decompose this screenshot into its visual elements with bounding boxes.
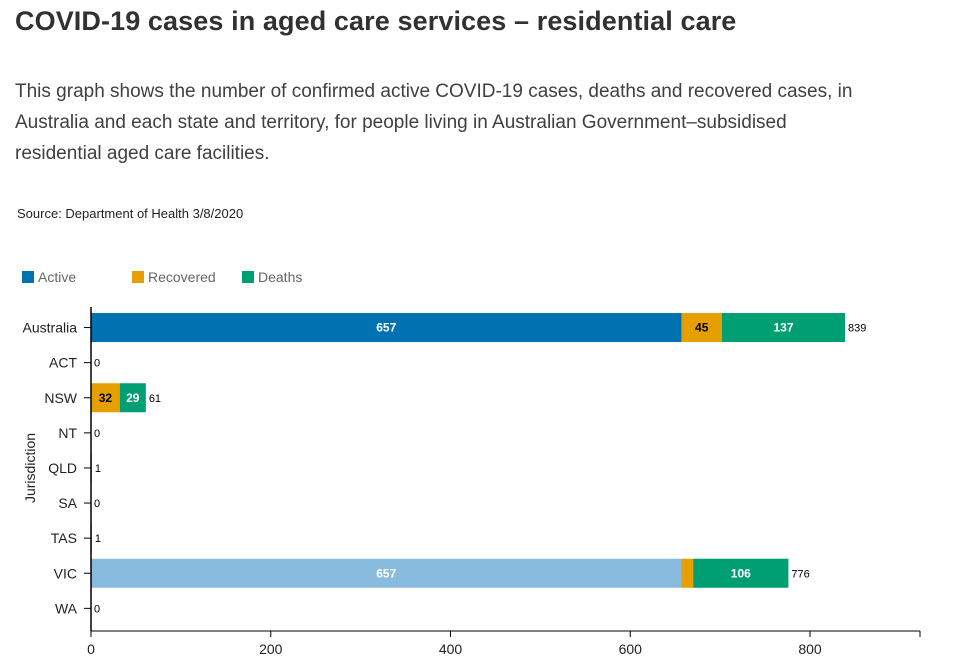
total-label-tas: 1 — [95, 533, 101, 545]
bar-australia-active[interactable] — [91, 313, 682, 343]
y-tick-label-australia: Australia — [23, 320, 78, 336]
total-label-vic: 776 — [791, 568, 809, 580]
y-tick-label-sa: SA — [58, 495, 77, 511]
data-label-australia-recovered: 45 — [695, 321, 709, 335]
bar-australia-deaths[interactable] — [721, 313, 846, 343]
source-note: Source: Department of Health 3/8/2020 — [17, 206, 244, 221]
total-label-nsw: 61 — [149, 393, 161, 405]
legend-label-active: Active — [38, 269, 77, 285]
legend-item-recovered[interactable]: Recovered — [132, 269, 216, 285]
legend-label-recovered: Recovered — [148, 269, 216, 285]
data-label-vic-active: 657 — [376, 566, 396, 580]
x-tick-label-200: 200 — [259, 641, 283, 657]
total-label-qld: 1 — [95, 463, 101, 475]
total-label-wa: 0 — [94, 603, 100, 615]
y-tick-label-nsw: NSW — [44, 390, 77, 406]
legend-swatch-recovered — [132, 271, 144, 283]
y-axis-title: Jurisdiction — [22, 433, 38, 503]
legend-swatch-active — [22, 271, 34, 283]
chart-legend: Active Recovered Deaths — [0, 269, 400, 289]
legend-label-deaths: Deaths — [258, 269, 303, 285]
total-label-act: 0 — [94, 358, 100, 370]
data-label-vic-deaths: 106 — [731, 566, 751, 580]
bar-vic-active[interactable] — [91, 558, 682, 588]
y-tick-label-wa: WA — [55, 600, 78, 616]
y-tick-label-act: ACT — [49, 355, 77, 371]
x-tick-label-400: 400 — [439, 641, 463, 657]
data-label-nsw-recovered: 32 — [99, 391, 113, 405]
y-tick-label-qld: QLD — [48, 460, 77, 476]
y-tick-label-vic: VIC — [54, 565, 77, 581]
bar-vic-recovered[interactable] — [681, 558, 694, 588]
data-label-australia-deaths: 137 — [773, 321, 793, 335]
page-title: COVID-19 cases in aged care services – r… — [15, 6, 737, 36]
legend-swatch-deaths — [242, 271, 254, 283]
total-label-australia: 839 — [848, 323, 866, 335]
data-label-nsw-deaths: 29 — [126, 391, 140, 405]
chart-description: This graph shows the number of confirmed… — [15, 81, 853, 164]
data-label-australia-active: 657 — [376, 321, 396, 335]
bar-australia-recovered[interactable] — [681, 313, 722, 343]
legend-item-deaths[interactable]: Deaths — [242, 269, 302, 285]
x-tick-label-800: 800 — [798, 641, 822, 657]
x-tick-label-0: 0 — [87, 641, 95, 657]
y-tick-label-nt: NT — [58, 425, 77, 441]
total-label-nt: 0 — [94, 428, 100, 440]
bar-nsw-deaths[interactable] — [119, 383, 146, 413]
total-label-sa: 0 — [94, 498, 100, 510]
bar-vic-deaths[interactable] — [693, 558, 789, 588]
x-tick-label-600: 600 — [619, 641, 643, 657]
bar-nsw-recovered[interactable] — [91, 383, 120, 413]
legend-item-active[interactable]: Active — [22, 269, 76, 285]
y-tick-label-tas: TAS — [51, 530, 77, 546]
